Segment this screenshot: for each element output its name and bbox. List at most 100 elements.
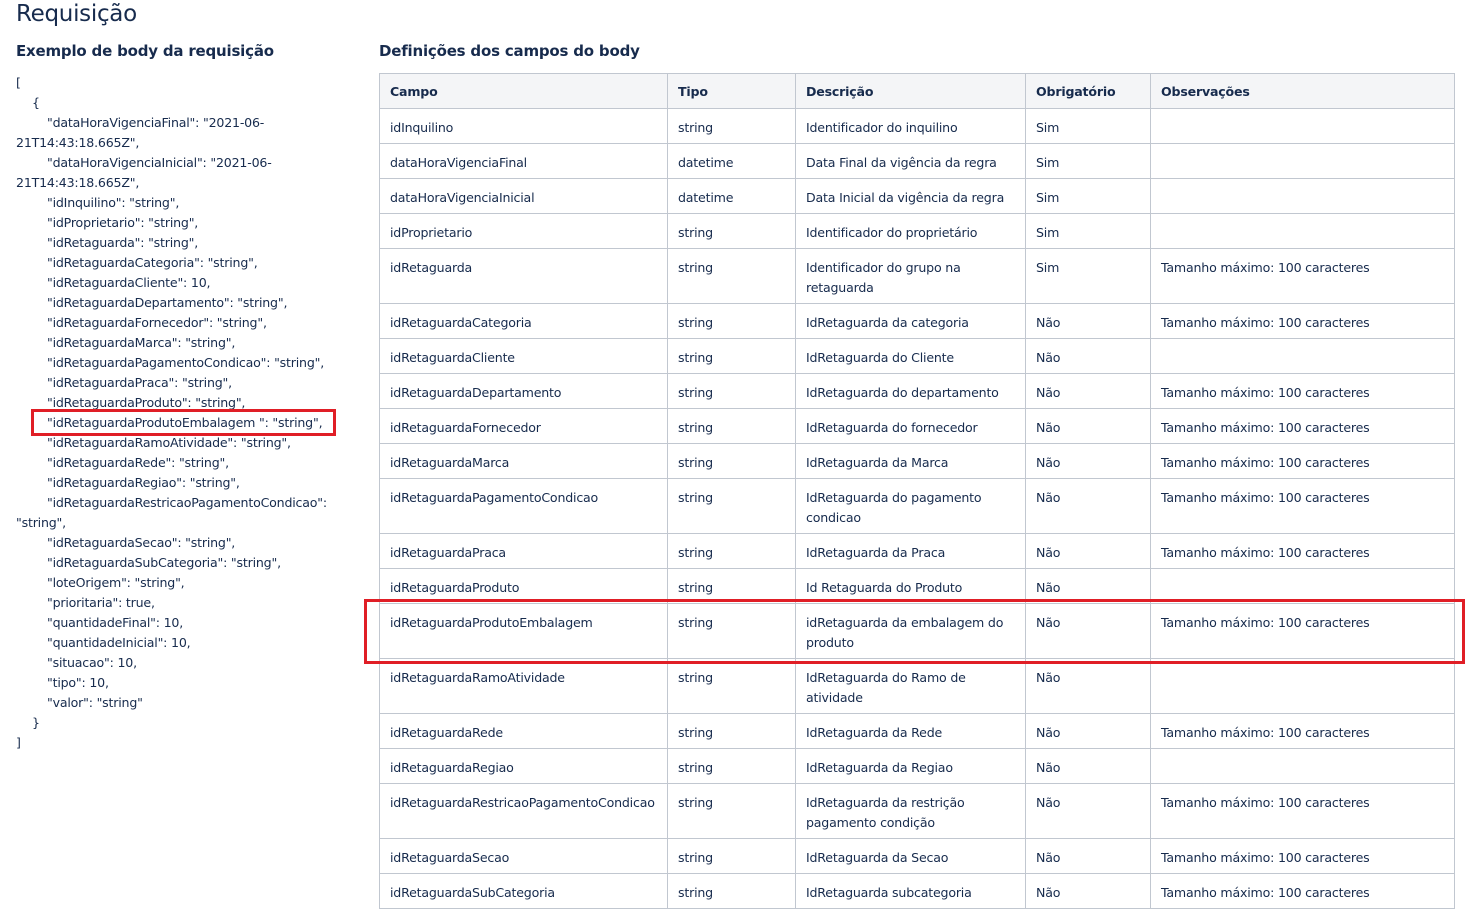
table-header-row: Campo Tipo Descrição Obrigatório Observações	[379, 73, 1455, 109]
table-cell: idRetaguardaMarca	[379, 443, 668, 479]
table-cell: Tamanho máximo: 100 caracteres	[1150, 603, 1455, 659]
table-row: idRetaguardaSubCategoria string IdRetaguar…	[379, 873, 1455, 909]
table-cell: Id Retaguarda do Produto	[795, 568, 1026, 604]
table-cell: Não	[1025, 338, 1151, 374]
table-cell	[1150, 143, 1455, 179]
table-row: dataHoraVigenciaInicial datetime Data Inic…	[379, 178, 1455, 214]
table-cell: dataHoraVigenciaFinal	[379, 143, 668, 179]
table-cell: string	[667, 533, 796, 569]
code-line: "idRetaguardaProduto": "string",	[47, 395, 246, 410]
table-row: idRetaguardaCategoria string IdRetaguarda …	[379, 303, 1455, 339]
code-line: "idRetaguardaSubCategoria": "string",	[47, 555, 281, 570]
code-line: "idRetaguardaRede": "string",	[47, 455, 229, 470]
table-cell: string	[667, 873, 796, 909]
table-row: idProprietario string Identificador do pro…	[379, 213, 1455, 249]
table-cell: IdRetaguarda do Cliente	[795, 338, 1026, 374]
code-line: "tipo": 10,	[47, 675, 109, 690]
table-cell	[1150, 658, 1455, 714]
table-cell: string	[667, 373, 796, 409]
code-line: "idRetaguardaProdutoEmbalagem ": "string…	[47, 415, 323, 430]
code-line: "idRetaguardaSecao": "string",	[47, 535, 236, 550]
table-cell: IdRetaguarda da Marca	[795, 443, 1026, 479]
example-heading: Exemplo de body da requisição	[16, 42, 274, 60]
table-cell: Identificador do grupo na retaguarda	[795, 248, 1026, 304]
body-fields-table: Campo Tipo Descrição Obrigatório Observações…	[379, 73, 1455, 909]
code-close-brace: }	[32, 715, 40, 730]
table-cell: idRetaguardaDepartamento	[379, 373, 668, 409]
table-cell: Data Final da vigência da regra	[795, 143, 1026, 179]
example-body-code: [ { "dataHoraVigenciaFinal": "2021-06-21…	[16, 73, 334, 753]
table-cell: Sim	[1025, 143, 1151, 179]
table-cell: Tamanho máximo: 100 caracteres	[1150, 838, 1455, 874]
table-cell: idRetaguardaRegiao	[379, 748, 668, 784]
code-line: "idRetaguardaCliente": 10,	[47, 275, 211, 290]
table-row: idRetaguardaRamoAtividade string IdRetagua…	[379, 658, 1455, 714]
table-cell: Identificador do inquilino	[795, 108, 1026, 144]
table-cell: IdRetaguarda da categoria	[795, 303, 1026, 339]
table-cell: string	[667, 408, 796, 444]
table-cell: Tamanho máximo: 100 caracteres	[1150, 373, 1455, 409]
table-row: idRetaguardaCliente string IdRetaguarda do…	[379, 338, 1455, 374]
table-cell	[1150, 338, 1455, 374]
table-row: idRetaguardaProdutoEmbalagem string idReta…	[379, 603, 1455, 659]
table-cell	[1150, 178, 1455, 214]
table-cell: IdRetaguarda da restrição pagamento cond…	[795, 783, 1026, 839]
table-cell: Tamanho máximo: 100 caracteres	[1150, 248, 1455, 304]
table-row: idRetaguardaDepartamento string IdRetaguar…	[379, 373, 1455, 409]
table-cell: Data Inicial da vigência da regra	[795, 178, 1026, 214]
table-cell: idRetaguardaRestricaoPagamentoCondicao	[379, 783, 668, 839]
code-line: "idInquilino": "string",	[47, 195, 180, 210]
table-cell: Não	[1025, 533, 1151, 569]
table-cell: string	[667, 713, 796, 749]
table-row: idRetaguardaRestricaoPagamentoCondicao st…	[379, 783, 1455, 839]
table-row: idRetaguardaRegiao string IdRetaguarda da …	[379, 748, 1455, 784]
table-cell: Tamanho máximo: 100 caracteres	[1150, 303, 1455, 339]
page-title: Requisição	[16, 1, 137, 27]
column-header: Descrição	[795, 73, 1026, 109]
table-cell: idInquilino	[379, 108, 668, 144]
table-cell: string	[667, 303, 796, 339]
table-cell: Não	[1025, 838, 1151, 874]
table-cell: string	[667, 783, 796, 839]
table-cell: Sim	[1025, 248, 1151, 304]
table-cell: Não	[1025, 748, 1151, 784]
table-row: idRetaguardaFornecedor string IdRetaguarda…	[379, 408, 1455, 444]
table-cell: IdRetaguarda do fornecedor	[795, 408, 1026, 444]
table-cell: Não	[1025, 408, 1151, 444]
table-cell: idRetaguarda	[379, 248, 668, 304]
table-row: idRetaguarda string Identificador do grupo…	[379, 248, 1455, 304]
table-cell: idRetaguarda da embalagem do produto	[795, 603, 1026, 659]
table-cell: Não	[1025, 713, 1151, 749]
table-cell: Tamanho máximo: 100 caracteres	[1150, 408, 1455, 444]
table-row: idRetaguardaPagamentoCondicao string IdRet…	[379, 478, 1455, 534]
table-cell: string	[667, 213, 796, 249]
code-line: "idRetaguardaMarca": "string",	[47, 335, 236, 350]
table-row: idInquilino string Identificador do inquil…	[379, 108, 1455, 144]
table-cell: IdRetaguarda da Rede	[795, 713, 1026, 749]
code-line: "dataHoraVigenciaInicial": "2021-06-21T1…	[16, 155, 272, 190]
table-cell: Tamanho máximo: 100 caracteres	[1150, 533, 1455, 569]
table-cell: Não	[1025, 478, 1151, 534]
table-cell: idRetaguardaSubCategoria	[379, 873, 668, 909]
table-row: idRetaguardaRede string IdRetaguarda da Re…	[379, 713, 1455, 749]
table-cell	[1150, 568, 1455, 604]
table-cell: datetime	[667, 143, 796, 179]
table-cell: IdRetaguarda da Regiao	[795, 748, 1026, 784]
table-cell: idProprietario	[379, 213, 668, 249]
table-cell: Não	[1025, 603, 1151, 659]
table-cell: idRetaguardaRede	[379, 713, 668, 749]
code-line: "valor": "string"	[47, 695, 143, 710]
table-cell: string	[667, 248, 796, 304]
table-cell: idRetaguardaProdutoEmbalagem	[379, 603, 668, 659]
table-cell: string	[667, 603, 796, 659]
table-row: idRetaguardaSecao string IdRetaguarda da S…	[379, 838, 1455, 874]
code-open-bracket: [	[16, 75, 21, 90]
table-cell: Não	[1025, 783, 1151, 839]
table-row: idRetaguardaPraca string IdRetaguarda da P…	[379, 533, 1455, 569]
table-cell: idRetaguardaFornecedor	[379, 408, 668, 444]
table-cell	[1150, 213, 1455, 249]
table-cell: string	[667, 658, 796, 714]
code-line: "idRetaguardaCategoria": "string",	[47, 255, 258, 270]
code-line: "quantidadeFinal": 10,	[47, 615, 184, 630]
table-cell: IdRetaguarda do departamento	[795, 373, 1026, 409]
